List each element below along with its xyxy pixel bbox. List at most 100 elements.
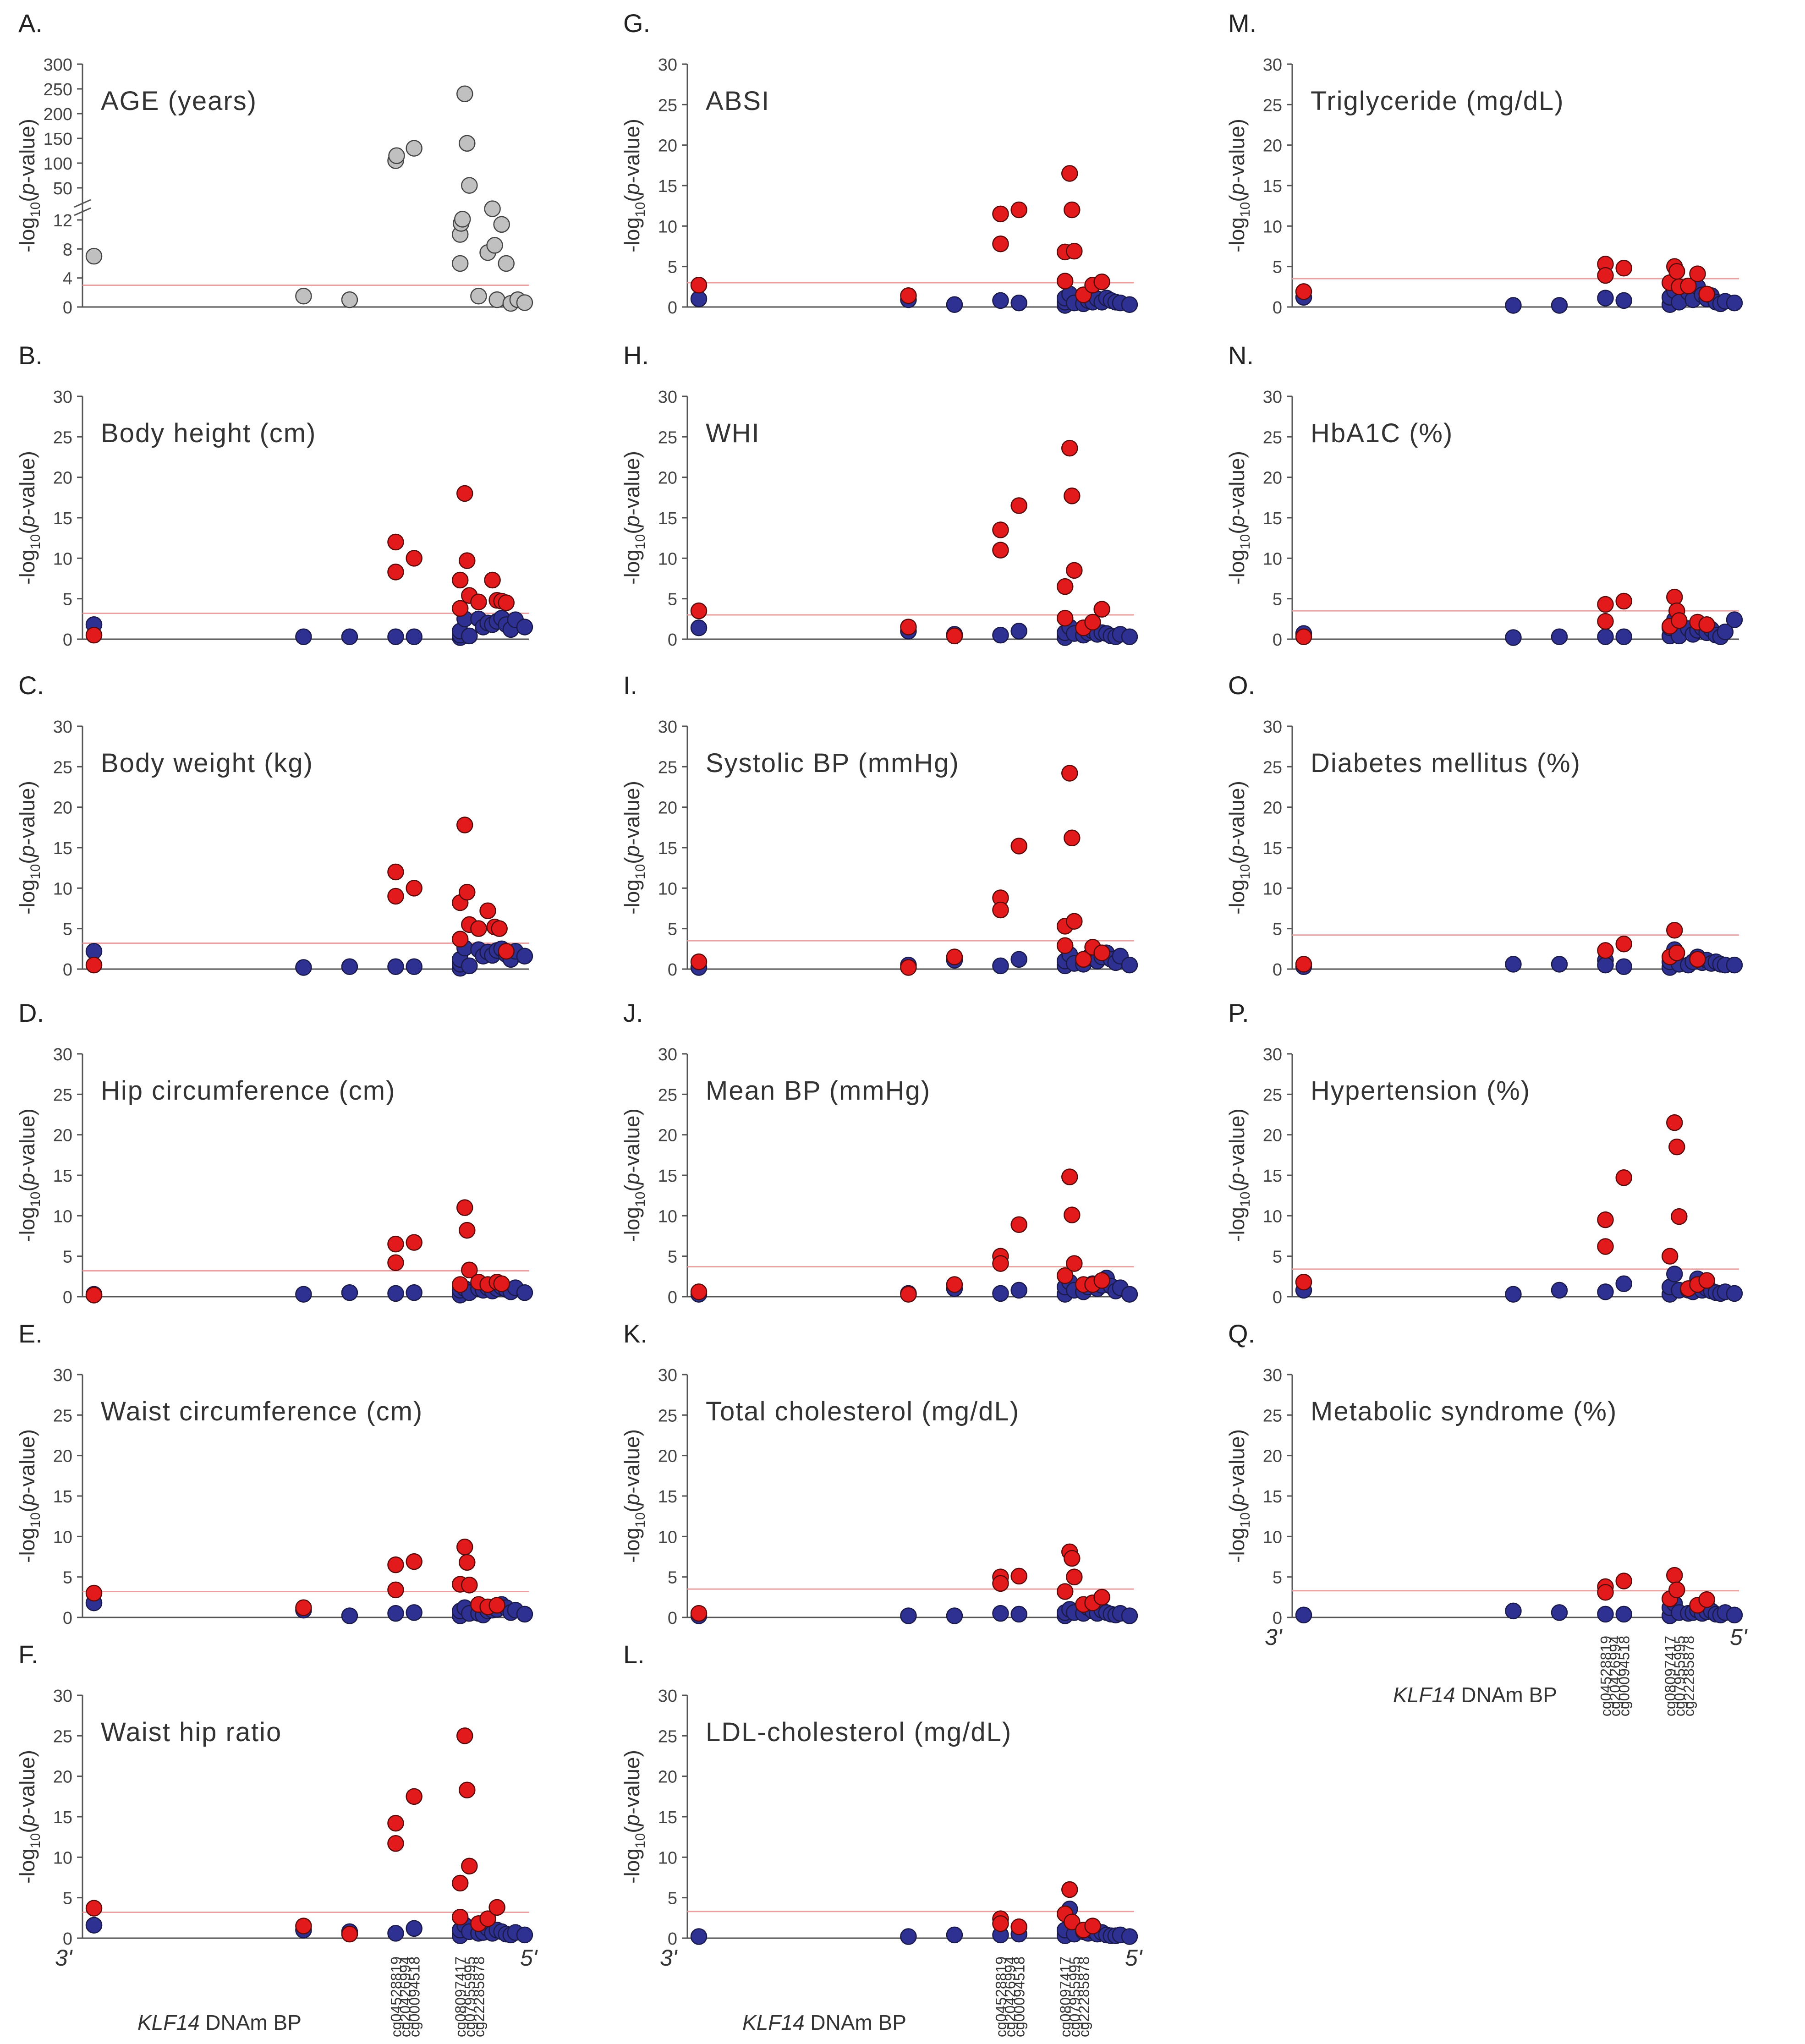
data-point-significant — [1066, 913, 1083, 930]
data-point — [484, 200, 501, 217]
y-tick-label: 5 — [63, 590, 72, 609]
data-point-nonsignificant — [1726, 1606, 1743, 1623]
y-axis-label: -log10(p-value) — [15, 451, 43, 585]
y-axis-label: -log10(p-value) — [15, 1429, 43, 1563]
y-tick-label: 15 — [53, 1167, 72, 1186]
y-tick-label: 15 — [53, 509, 72, 528]
y-tick-label: 10 — [1263, 549, 1282, 569]
y-tick-label: 8 — [63, 240, 72, 259]
y-tick-label: 0 — [1273, 1609, 1282, 1628]
data-point-significant — [1597, 596, 1614, 613]
y-axis-label: -log10(p-value) — [620, 1429, 648, 1563]
data-point-nonsignificant — [341, 628, 358, 645]
data-point-nonsignificant — [900, 1928, 917, 1945]
panel-title: Diabetes mellitus (%) — [1311, 748, 1581, 778]
data-point-nonsignificant — [1615, 1606, 1632, 1623]
data-point-nonsignificant — [992, 626, 1009, 644]
panel-K: K. Total cholesterol (mg/dL) -log10(p-valu… — [620, 1319, 1138, 1628]
panel-F: F. Waist hip ratio -log10(p-value) 0 5 10 15 20… — [15, 1640, 538, 2037]
data-point-significant — [1666, 921, 1683, 939]
data-point-significant — [488, 1899, 505, 1916]
y-tick-label: 250 — [44, 80, 72, 99]
y-tick-label: 200 — [44, 105, 72, 124]
data-point — [488, 291, 505, 308]
panel-letter: N. — [1228, 341, 1254, 370]
data-point-nonsignificant — [341, 1284, 358, 1301]
data-point-significant — [1064, 1913, 1081, 1930]
data-point-nonsignificant — [387, 958, 404, 975]
y-tick-label: 25 — [53, 758, 72, 777]
x-end-label-5prime: 5' — [1125, 1945, 1143, 1971]
data-point-significant — [470, 920, 487, 937]
data-point-significant — [451, 571, 469, 589]
y-tick-label: 25 — [658, 96, 677, 115]
data-point-nonsignificant — [1505, 1286, 1522, 1303]
data-point-significant — [1093, 1589, 1110, 1606]
data-point-significant — [493, 1275, 510, 1292]
y-tick-label: 0 — [1273, 298, 1282, 318]
panel-title: Body weight (kg) — [101, 748, 313, 778]
data-point-significant — [387, 1235, 404, 1253]
data-point-significant — [451, 1908, 469, 1926]
data-point-nonsignificant — [1597, 628, 1614, 645]
y-tick-label: 5 — [63, 1889, 72, 1908]
panel-Q: Q. Metabolic syndrome (%) -log10(p-value) 0… — [1225, 1319, 1748, 1716]
panel-letter: P. — [1228, 998, 1249, 1027]
y-tick-label: 10 — [53, 1207, 72, 1226]
cpg-site-label: cg22285878 — [1075, 1956, 1092, 2037]
y-axis-label: -log10(p-value) — [1225, 1108, 1253, 1242]
cpg-site-label: cg08097417 — [1662, 1636, 1679, 1716]
data-point-significant — [992, 205, 1009, 223]
data-point-significant — [1056, 578, 1074, 595]
y-tick-label: 20 — [53, 1126, 72, 1145]
data-point-nonsignificant — [1121, 1607, 1138, 1624]
panel-title: Metabolic syndrome (%) — [1311, 1397, 1617, 1426]
y-tick-label: 5 — [668, 1568, 677, 1588]
data-point-nonsignificant — [1597, 1606, 1614, 1623]
y-tick-label: 25 — [658, 1085, 677, 1105]
cpg-site-label: cg04528819 — [1597, 1636, 1614, 1716]
data-point-significant — [498, 594, 515, 611]
data-point-nonsignificant — [1615, 958, 1632, 975]
data-point-nonsignificant — [516, 1926, 533, 1944]
data-point-significant — [992, 901, 1009, 919]
y-tick-label: 20 — [658, 137, 677, 156]
y-tick-label: 5 — [1273, 590, 1282, 609]
y-tick-label: 20 — [658, 1126, 677, 1145]
data-point-significant — [387, 1581, 404, 1599]
y-tick-label: 5 — [63, 1568, 72, 1588]
y-tick-label: 15 — [1263, 177, 1282, 196]
panel-G: G. ABSI -log10(p-value) 0 5 10 15 20 25 30 — [620, 9, 1138, 318]
data-point — [486, 237, 503, 254]
y-tick-label: 10 — [1263, 1528, 1282, 1547]
cpg-site-label: cg22285878 — [471, 1956, 487, 2037]
x-end-label-3prime: 3' — [660, 1945, 678, 1971]
data-point — [295, 288, 312, 305]
data-point-nonsignificant — [85, 1917, 103, 1934]
y-tick-label: 20 — [1263, 469, 1282, 488]
y-tick-label: 30 — [53, 1366, 72, 1385]
y-tick-label: 15 — [1263, 839, 1282, 858]
data-point-significant — [295, 1918, 312, 1934]
data-point-significant — [498, 943, 515, 960]
data-point-significant — [1010, 201, 1027, 219]
y-axis-label: -log10(p-value) — [620, 451, 648, 585]
data-point-significant — [461, 1261, 478, 1278]
data-point-significant — [1597, 942, 1614, 959]
y-tick-label: 0 — [63, 298, 72, 318]
panel-title: Systolic BP (mmHg) — [706, 748, 960, 778]
y-tick-label: 25 — [1263, 1406, 1282, 1425]
y-tick-label: 20 — [53, 799, 72, 818]
data-point — [470, 288, 487, 305]
y-tick-label: 10 — [658, 217, 677, 236]
data-point-nonsignificant — [1010, 951, 1027, 968]
y-tick-label: 30 — [1263, 1366, 1282, 1385]
data-point-significant — [456, 1727, 473, 1744]
data-point-nonsignificant — [406, 628, 422, 645]
data-point-nonsignificant — [461, 627, 478, 645]
data-point — [406, 140, 422, 157]
data-point-significant — [479, 1910, 496, 1927]
data-point-significant — [992, 542, 1009, 559]
data-point-significant — [946, 1276, 963, 1293]
data-point-nonsignificant — [1010, 1606, 1027, 1623]
